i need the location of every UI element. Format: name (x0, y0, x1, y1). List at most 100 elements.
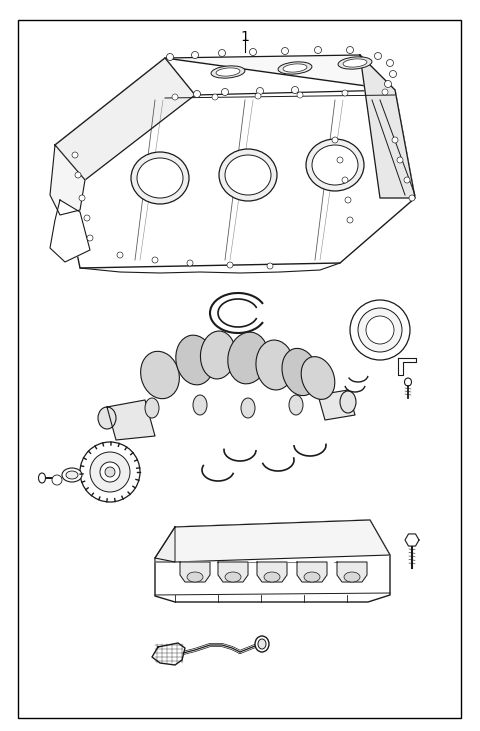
Ellipse shape (312, 145, 358, 185)
Polygon shape (405, 534, 419, 546)
Polygon shape (55, 58, 195, 180)
Ellipse shape (187, 572, 203, 582)
Circle shape (172, 94, 178, 100)
Ellipse shape (193, 395, 207, 415)
Circle shape (314, 47, 322, 53)
Circle shape (342, 177, 348, 183)
Circle shape (212, 94, 218, 100)
Circle shape (332, 137, 338, 143)
Circle shape (90, 452, 130, 492)
Circle shape (250, 48, 256, 56)
Ellipse shape (141, 352, 180, 398)
Ellipse shape (304, 572, 320, 582)
Polygon shape (155, 527, 175, 562)
Circle shape (404, 177, 410, 183)
Polygon shape (360, 55, 415, 198)
Circle shape (117, 252, 123, 258)
Circle shape (297, 92, 303, 98)
Polygon shape (337, 562, 367, 582)
Text: 1: 1 (240, 30, 250, 44)
Polygon shape (155, 520, 390, 562)
Polygon shape (50, 200, 90, 262)
Ellipse shape (278, 62, 312, 74)
Circle shape (192, 51, 199, 58)
Circle shape (87, 235, 93, 241)
Circle shape (386, 59, 394, 67)
Ellipse shape (98, 407, 116, 429)
Circle shape (100, 462, 120, 482)
Circle shape (84, 215, 90, 221)
Circle shape (193, 91, 201, 97)
Polygon shape (218, 562, 248, 582)
Ellipse shape (38, 473, 46, 483)
Circle shape (347, 47, 353, 53)
Circle shape (255, 93, 261, 99)
Ellipse shape (211, 66, 245, 78)
Polygon shape (165, 55, 395, 95)
Circle shape (382, 89, 388, 95)
Circle shape (389, 70, 396, 77)
Ellipse shape (219, 149, 277, 201)
Circle shape (218, 50, 226, 56)
Ellipse shape (131, 152, 189, 204)
Ellipse shape (283, 64, 307, 72)
Circle shape (80, 442, 140, 502)
Ellipse shape (228, 332, 268, 384)
Ellipse shape (343, 59, 367, 67)
Ellipse shape (176, 335, 214, 385)
Circle shape (79, 195, 85, 201)
Ellipse shape (340, 391, 356, 413)
Polygon shape (257, 562, 287, 582)
Ellipse shape (201, 331, 236, 379)
Ellipse shape (264, 572, 280, 582)
Circle shape (187, 260, 193, 266)
Ellipse shape (145, 398, 159, 418)
Circle shape (72, 152, 78, 158)
Circle shape (281, 48, 288, 55)
Circle shape (374, 53, 382, 59)
Circle shape (392, 137, 398, 143)
Ellipse shape (338, 57, 372, 69)
Circle shape (350, 300, 410, 360)
Polygon shape (155, 520, 390, 602)
Circle shape (221, 88, 228, 96)
Ellipse shape (62, 468, 82, 482)
Circle shape (345, 197, 351, 203)
Circle shape (347, 217, 353, 223)
Circle shape (152, 257, 158, 263)
Circle shape (409, 195, 415, 201)
Circle shape (267, 263, 273, 269)
Circle shape (342, 90, 348, 96)
Ellipse shape (405, 378, 411, 386)
Ellipse shape (137, 158, 183, 198)
Ellipse shape (216, 68, 240, 76)
Circle shape (227, 262, 233, 268)
Circle shape (337, 157, 343, 163)
Circle shape (52, 475, 62, 485)
Polygon shape (180, 562, 210, 582)
Ellipse shape (241, 398, 255, 418)
Ellipse shape (282, 349, 318, 395)
Circle shape (291, 86, 299, 94)
Circle shape (397, 157, 403, 163)
Polygon shape (152, 643, 185, 665)
Ellipse shape (225, 155, 271, 195)
Circle shape (105, 467, 115, 477)
Ellipse shape (225, 572, 241, 582)
Polygon shape (318, 390, 355, 420)
Polygon shape (398, 358, 416, 375)
Ellipse shape (66, 471, 78, 479)
Circle shape (358, 308, 402, 352)
Ellipse shape (256, 340, 294, 390)
Ellipse shape (306, 139, 364, 191)
Polygon shape (55, 58, 415, 268)
Ellipse shape (344, 572, 360, 582)
Ellipse shape (255, 636, 269, 652)
Polygon shape (50, 145, 85, 215)
Circle shape (75, 172, 81, 178)
Circle shape (256, 88, 264, 94)
Circle shape (384, 80, 392, 88)
Polygon shape (107, 400, 155, 440)
Circle shape (167, 53, 173, 61)
Ellipse shape (258, 639, 266, 649)
